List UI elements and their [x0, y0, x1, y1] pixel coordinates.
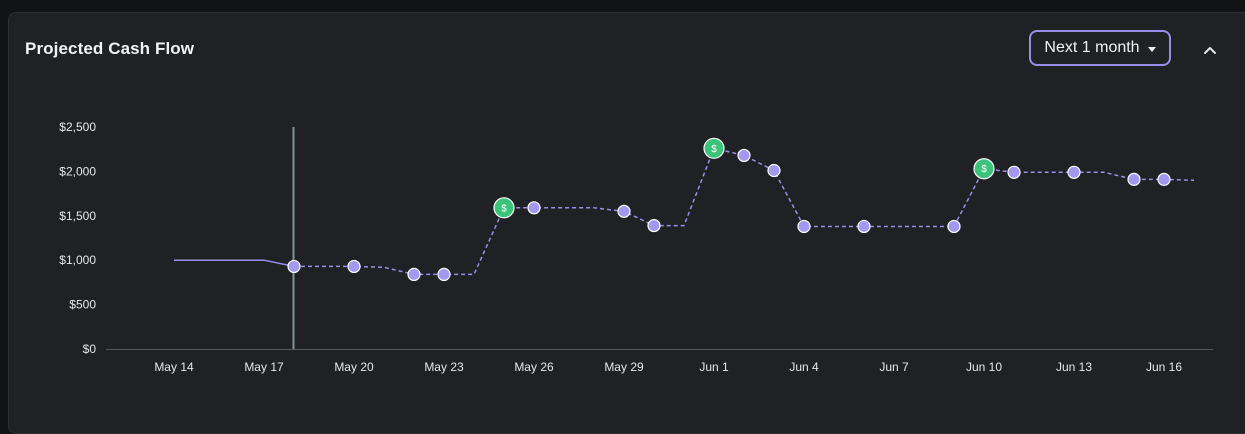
projected-series-line [294, 147, 1195, 276]
data-point[interactable] [767, 163, 781, 178]
x-tick-label: May 29 [604, 360, 644, 374]
x-tick-label: May 17 [244, 360, 284, 374]
x-tick-label: May 20 [334, 360, 374, 374]
data-point[interactable] [617, 204, 631, 218]
cash-flow-chart: $0$500$1,000$1,500$2,000$2,500 May 14 May… [59, 120, 1213, 374]
x-tick-label: Jun 4 [789, 360, 819, 374]
y-tick-label: $2,000 [59, 164, 96, 178]
income-point[interactable]: $ [703, 137, 725, 159]
dollar-icon: $ [501, 203, 507, 214]
y-tick-label: $2,500 [59, 120, 96, 134]
y-tick-label: $1,000 [59, 253, 96, 267]
range-select[interactable]: Next 1 month [1029, 30, 1171, 66]
x-tick-label: May 23 [424, 360, 464, 374]
x-axis: May 14 May 17 May 20 May 23 May 26 May 29 Jun … [106, 349, 1213, 374]
data-point[interactable] [1067, 165, 1081, 179]
data-point[interactable] [287, 259, 301, 274]
historical-series-line [174, 259, 295, 268]
caret-down-icon [1147, 46, 1156, 52]
x-tick-label: Jun 1 [699, 360, 729, 374]
y-tick-label: $0 [83, 342, 97, 356]
data-point[interactable] [437, 267, 451, 282]
data-point[interactable] [647, 218, 661, 233]
x-tick-label: Jun 16 [1146, 360, 1182, 374]
chevron-up-icon [1204, 47, 1216, 54]
y-tick-label: $500 [69, 298, 96, 312]
data-point[interactable] [407, 267, 421, 282]
income-point-circle [973, 158, 995, 180]
dollar-icon: $ [981, 164, 987, 175]
data-point[interactable] [857, 219, 871, 234]
markers-layer: $ $ $ [287, 137, 1171, 282]
cash-flow-card: Projected Cash Flow Next 1 month [8, 12, 1245, 434]
series-layer [174, 147, 1195, 276]
x-tick-label: May 26 [514, 360, 554, 374]
income-point-circle [703, 137, 725, 159]
data-point[interactable] [947, 219, 961, 234]
data-point[interactable] [1007, 165, 1021, 179]
data-point[interactable] [347, 259, 361, 274]
x-tick-label: Jun 13 [1056, 360, 1092, 374]
y-axis: $0 $500 $1,000 $1,500 $2,000 $2,500 [59, 120, 96, 356]
collapse-button[interactable] [1199, 39, 1221, 61]
data-point[interactable] [527, 201, 541, 215]
card-title: Projected Cash Flow [25, 39, 195, 58]
dollar-icon: $ [711, 144, 717, 155]
data-point[interactable] [737, 148, 751, 163]
range-select-label: Next 1 month [1044, 39, 1140, 56]
data-point[interactable] [1157, 172, 1171, 186]
data-point[interactable] [797, 219, 811, 234]
x-tick-label: May 14 [154, 360, 194, 374]
income-point-circle [493, 197, 515, 219]
x-tick-label: Jun 10 [966, 360, 1002, 374]
income-point[interactable]: $ [493, 197, 515, 219]
x-tick-label: Jun 7 [879, 360, 909, 374]
y-tick-label: $1,500 [59, 209, 96, 223]
income-point[interactable]: $ [973, 158, 995, 180]
data-point[interactable] [1127, 172, 1141, 186]
